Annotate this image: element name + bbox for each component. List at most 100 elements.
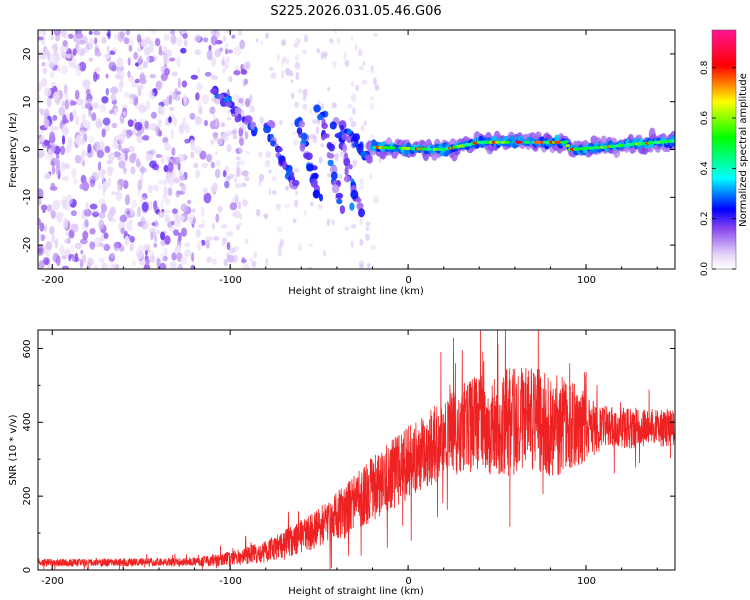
streak-blob <box>329 121 337 130</box>
noise-blob <box>38 197 42 206</box>
streak-blob <box>339 205 346 215</box>
noise-blob <box>358 178 365 184</box>
noise-blob <box>210 161 215 169</box>
noise-blob <box>264 159 271 168</box>
noise-blob <box>115 264 119 269</box>
noise-blob <box>217 205 223 213</box>
noise-blob <box>121 148 130 154</box>
noise-blob <box>163 247 168 258</box>
noise-blob <box>317 100 322 105</box>
streak-blob <box>344 166 349 177</box>
streak-blob <box>292 179 300 187</box>
streak-blob <box>335 192 344 199</box>
noise-blob <box>89 203 98 210</box>
colorbar-gradient <box>711 29 737 270</box>
noise-blob <box>50 160 55 166</box>
snr-xtick-label: -200 <box>41 576 64 587</box>
noise-blob <box>226 242 231 251</box>
noise-blob <box>126 133 130 140</box>
noise-blob <box>184 138 190 144</box>
noise-blob <box>82 47 90 53</box>
ridge-core <box>593 146 601 150</box>
noise-blob <box>195 92 200 101</box>
noise-blob <box>70 244 74 253</box>
noise-blob <box>326 87 331 92</box>
spectrogram-ticks <box>38 30 675 269</box>
noise-blob <box>118 159 126 169</box>
streak-blob <box>355 197 362 203</box>
noise-blob <box>120 227 126 235</box>
noise-blob <box>46 97 52 108</box>
noise-blob <box>158 50 166 56</box>
noise-blob <box>284 58 290 64</box>
noise-blob <box>125 194 130 206</box>
noise-blob <box>60 161 66 172</box>
noise-blob <box>94 51 102 57</box>
streak-blob <box>358 208 365 218</box>
noise-blob <box>141 201 149 212</box>
noise-blob <box>101 36 107 44</box>
noise-blob <box>170 30 176 35</box>
noise-blob <box>67 136 73 147</box>
noise-blob <box>312 119 318 124</box>
noise-blob <box>237 30 243 36</box>
noise-blob <box>129 236 135 243</box>
noise-blob <box>226 252 231 259</box>
noise-blob <box>229 202 238 211</box>
noise-blob <box>105 73 109 79</box>
noise-blob <box>230 173 234 179</box>
spectrogram-panel: -200 -100 0 100 -20 -10 0 10 20 Height o… <box>8 29 676 297</box>
ridge-core <box>387 146 396 150</box>
noise-blob <box>68 62 77 69</box>
noise-blob <box>255 209 261 217</box>
noise-blob <box>146 99 151 110</box>
noise-blob <box>98 257 105 263</box>
snr-xtick-label: -100 <box>219 576 242 587</box>
noise-blob <box>139 78 147 85</box>
noise-blob <box>133 51 139 60</box>
noise-blob <box>171 220 176 226</box>
noise-blob <box>125 30 131 36</box>
spectrogram-ylabel: Frequency (Hz) <box>8 112 19 188</box>
noise-blob <box>178 232 182 242</box>
noise-blob <box>292 130 297 135</box>
noise-blob <box>42 257 50 266</box>
noise-blob <box>307 266 313 269</box>
noise-blob <box>75 115 80 126</box>
noise-blob <box>115 190 123 202</box>
noise-blob <box>240 69 248 75</box>
noise-blob <box>233 173 239 178</box>
noise-blob <box>61 126 69 136</box>
noise-blob <box>55 255 61 266</box>
noise-blob <box>98 211 106 219</box>
noise-blob <box>251 260 257 268</box>
noise-blob <box>93 30 101 36</box>
noise-blob <box>349 117 354 122</box>
noise-blob <box>180 256 188 265</box>
noise-blob <box>293 138 299 147</box>
noise-blob <box>74 154 82 164</box>
spectrogram-streaks <box>210 85 373 218</box>
noise-blob <box>163 52 168 63</box>
noise-blob <box>281 70 285 79</box>
noise-blob <box>52 52 60 57</box>
noise-blob <box>212 114 216 121</box>
noise-blob <box>85 202 89 211</box>
noise-blob <box>102 117 111 126</box>
noise-blob <box>169 57 176 62</box>
noise-blob <box>78 30 82 34</box>
noise-blob <box>210 35 218 46</box>
noise-blob <box>176 56 181 67</box>
noise-blob <box>88 30 93 35</box>
noise-blob <box>258 173 264 182</box>
noise-blob <box>64 99 70 110</box>
noise-blob <box>205 240 210 249</box>
noise-blob <box>127 70 131 78</box>
noise-blob <box>111 122 118 129</box>
noise-blob <box>365 226 370 231</box>
colorbar-label: Normalized spectral amplitude <box>738 73 749 227</box>
noise-blob <box>290 121 294 127</box>
noise-blob <box>239 137 245 147</box>
noise-blob <box>241 170 249 177</box>
noise-blob <box>164 214 170 223</box>
